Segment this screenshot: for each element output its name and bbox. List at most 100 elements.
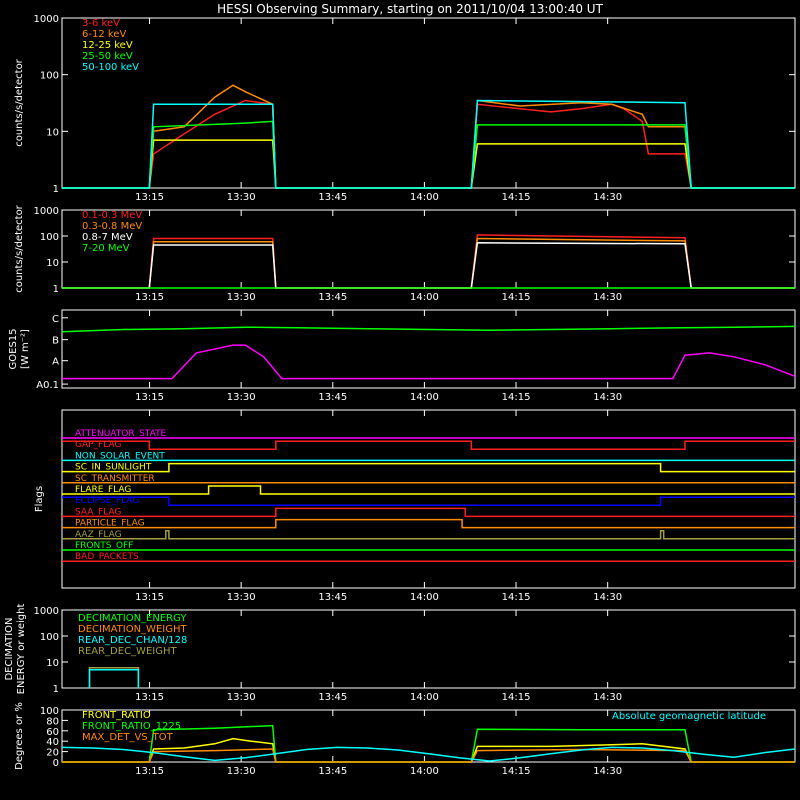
x-tick-label: 13:45 [318,192,347,203]
x-tick-label: 14:30 [593,592,622,603]
y-axis-label: Flags [34,486,45,512]
series-line [62,99,795,189]
x-tick-label: 14:00 [410,692,439,703]
x-tick-label: 13:30 [227,292,256,303]
legend-entry: FRONT_RATIO_1225 [82,721,181,732]
legend-entry: DECIMATION_ENERGY [78,613,187,624]
y-axis-unit: [W m⁻²] [20,329,31,369]
legend-entry: 0.1-0.3 MeV [82,210,142,221]
flag-label: NON_SOLAR_EVENT [75,451,165,461]
series-line [62,344,796,380]
x-tick-label: 14:15 [502,392,531,403]
y-tick-label: 80 [46,716,59,727]
x-tick-label: 13:30 [227,192,256,203]
y-tick-label: 1 [53,684,59,695]
y-tick-label: 10 [46,258,59,269]
flag-label: GAP_FLAG [75,440,121,450]
x-tick-label: 13:30 [227,392,256,403]
x-tick-label: 13:30 [227,692,256,703]
flag-label: SC_IN_SUNLIGHT [75,463,152,473]
y-tick-label: 1 [53,284,59,295]
legend-entry: MAX_DET_VS_TOT [82,732,174,743]
x-tick-label: 13:45 [318,592,347,603]
flag-line [62,507,795,518]
y-axis-label: DECIMATION [4,617,15,680]
legend-entry: 7-20 MeV [82,243,130,254]
x-tick-label: 14:15 [502,766,531,777]
x-tick-label: 13:45 [318,292,347,303]
flag-label: PARTICLE_FLAG [75,519,145,529]
x-tick-label: 13:15 [135,692,164,703]
legend-entry: 0.3-0.8 MeV [82,221,142,232]
y-axis-label: counts/s/detector [14,58,25,146]
legend-entry: REAR_DEC_CHAN/128 [78,635,187,646]
x-tick-label: 13:45 [318,766,347,777]
y-tick-label: 0 [53,758,59,769]
x-tick-label: 13:15 [135,766,164,777]
flag-line [62,496,795,506]
legend-entry: 3-6 keV [82,18,120,29]
y-tick-label: 100 [40,232,59,243]
y-tick-label: 60 [46,727,59,738]
plot-frame-4 [61,409,796,589]
legend-entry: 12-25 keV [82,40,133,51]
y-axis-label: ENERGY or weight [16,604,27,695]
y-tick-label: 1000 [34,206,59,217]
x-tick-label: 14:00 [410,392,439,403]
y-tick-label: 1 [53,184,59,195]
legend-entry: REAR_DEC_WEIGHT [78,646,177,657]
flag-label: AAZ_FLAG [75,530,122,540]
x-tick-label: 14:30 [593,292,622,303]
series-line [88,667,140,688]
x-tick-label: 14:00 [410,592,439,603]
legend-entry: 6-12 keV [82,29,126,40]
series-line [62,84,795,189]
y-tick-label: 10 [46,658,59,669]
series-line [62,99,795,189]
x-tick-label: 14:30 [593,766,622,777]
x-tick-label: 14:15 [502,192,531,203]
x-tick-label: 13:15 [135,392,164,403]
series-line [61,325,796,333]
x-tick-label: 13:30 [227,592,256,603]
legend-entry: 0.8-7 MeV [82,232,133,243]
plot-frame-3 [61,309,796,389]
x-tick-label: 14:30 [593,192,622,203]
y-tick-label: 10 [46,127,59,138]
legend-entry: FRONT_RATIO [82,710,151,721]
series-line [62,242,795,289]
series-line [62,139,795,189]
x-tick-label: 14:00 [410,766,439,777]
x-tick-label: 13:15 [135,592,164,603]
series-line [61,746,796,762]
plot-frame-5 [61,609,796,689]
series-line [88,669,140,688]
flag-line [62,485,795,495]
x-tick-label: 14:15 [502,292,531,303]
y-axis-label: Degrees or % [14,702,25,770]
x-tick-label: 13:30 [227,766,256,777]
x-tick-label: 13:45 [318,392,347,403]
y-tick-label: 1000 [34,606,59,617]
geomagnetic-latitude-label: Absolute geomagnetic latitude [612,711,766,722]
y-tick-label: 20 [46,748,59,759]
y-tick-label: B [52,336,59,347]
y-tick-label: 100 [40,706,59,717]
flag-line [62,518,795,529]
flag-line [62,530,795,540]
flag-line [62,440,795,450]
y-tick-label: C [52,314,59,325]
flag-label: FLARE_FLAG [75,485,131,495]
y-tick-label: 100 [40,632,59,643]
flag-label: SC_TRANSMITTER [75,474,155,484]
y-axis-label: counts/s/detector [14,204,25,292]
flag-label: SAA_FLAG [75,507,121,517]
x-tick-label: 13:45 [318,692,347,703]
page-title: HESSI Observing Summary, starting on 201… [217,2,603,16]
flag-label: ATTENUATOR_STATE [75,429,167,439]
x-tick-label: 13:15 [135,192,164,203]
x-tick-label: 13:15 [135,292,164,303]
y-tick-label: A0.1 [36,380,59,391]
legend-entry: 50-100 keV [82,62,139,73]
